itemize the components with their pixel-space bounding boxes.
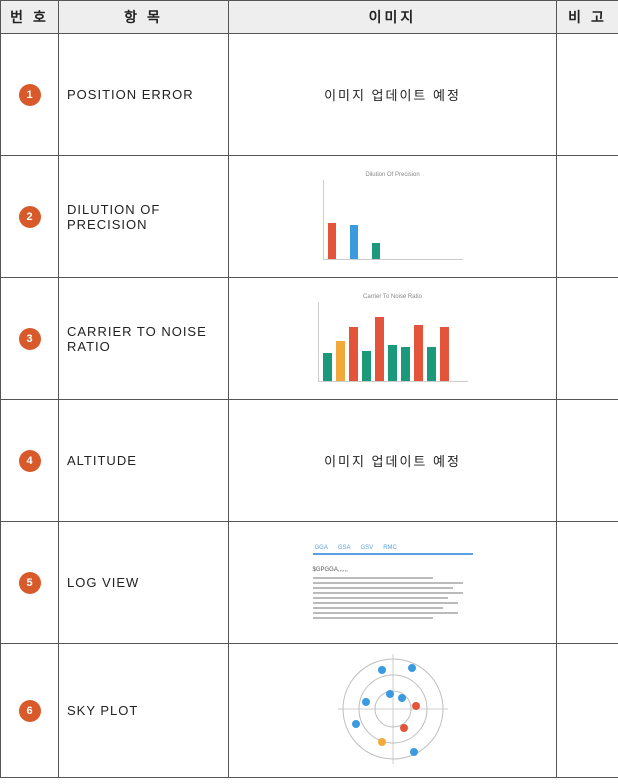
row-number-badge: 5 <box>19 572 41 594</box>
item-cell: POSITION ERROR <box>59 34 229 156</box>
image-cell: GGA GSA GSV RMC $GPGGA,,,,,, <box>229 522 557 644</box>
table-row: 2 DILUTION OF PRECISION Dilution Of Precis… <box>1 156 618 278</box>
image-cell: 이미지 업데이트 예정 <box>229 34 557 156</box>
header-item: 항 목 <box>59 1 229 34</box>
chart-bars <box>323 180 463 260</box>
table-row: 1 POSITION ERROR 이미지 업데이트 예정 <box>1 34 618 156</box>
item-cell: CARRIER TO NOISE RATIO <box>59 278 229 400</box>
num-cell: 5 <box>1 522 59 644</box>
table-header-row: 번 호 항 목 이미지 비 고 <box>1 1 618 34</box>
chart-title: Carrier To Noise Ratio <box>318 294 468 300</box>
log-tab: RMC <box>383 545 397 551</box>
chart-bar <box>401 347 410 381</box>
table-row: 5 LOG VIEW GGA GSA GSV RMC $GPGGA,,,,,, <box>1 522 618 644</box>
header-num: 번 호 <box>1 1 59 34</box>
image-placeholder-text: 이미지 업데이트 예정 <box>324 454 461 469</box>
note-cell <box>557 34 618 156</box>
chart-bar <box>388 345 397 381</box>
row-number-badge: 2 <box>19 206 41 228</box>
log-tab: GSV <box>361 545 374 551</box>
chart-bar <box>414 325 423 381</box>
log-tab: GSA <box>338 545 351 551</box>
num-cell: 6 <box>1 644 59 778</box>
num-cell: 1 <box>1 34 59 156</box>
image-cell: Carrier To Noise Ratio <box>229 278 557 400</box>
log-line <box>313 612 458 614</box>
item-cell: DILUTION OF PRECISION <box>59 156 229 278</box>
note-cell <box>557 400 618 522</box>
bar-chart-thumb: Dilution Of Precision <box>323 172 463 260</box>
chart-bar <box>349 327 358 381</box>
chart-bar <box>362 351 371 381</box>
chart-bar <box>375 317 384 381</box>
chart-bar <box>350 225 358 259</box>
feature-table: 번 호 항 목 이미지 비 고 1 POSITION ERROR 이미지 업데이트 … <box>0 0 618 778</box>
log-line <box>313 577 433 579</box>
sky-plot-thumb <box>334 650 452 768</box>
log-head: $GPGGA,,,,,, <box>313 567 473 573</box>
image-cell: 이미지 업데이트 예정 <box>229 400 557 522</box>
log-line <box>313 602 458 604</box>
log-line <box>313 607 443 609</box>
image-cell: Dilution Of Precision <box>229 156 557 278</box>
num-cell: 3 <box>1 278 59 400</box>
header-img: 이미지 <box>229 1 557 34</box>
chart-bars <box>318 302 468 382</box>
chart-bar <box>427 347 436 381</box>
log-line <box>313 587 453 589</box>
item-cell: SKY PLOT <box>59 644 229 778</box>
chart-title: Dilution Of Precision <box>323 172 463 178</box>
table-row: 3 CARRIER TO NOISE RATIO Carrier To Noise … <box>1 278 618 400</box>
chart-bar <box>323 353 332 381</box>
table-row: 6 SKY PLOT <box>1 644 618 778</box>
bar-chart-thumb: Carrier To Noise Ratio <box>318 294 468 382</box>
chart-bar <box>336 341 345 381</box>
item-cell: ALTITUDE <box>59 400 229 522</box>
log-tabs: GGA GSA GSV RMC <box>313 543 473 555</box>
row-number-badge: 3 <box>19 328 41 350</box>
header-note: 비 고 <box>557 1 618 34</box>
chart-bar <box>440 327 449 381</box>
row-number-badge: 1 <box>19 84 41 106</box>
image-placeholder-text: 이미지 업데이트 예정 <box>324 88 461 103</box>
note-cell <box>557 278 618 400</box>
log-line <box>313 592 463 594</box>
note-cell <box>557 644 618 778</box>
chart-bar <box>328 223 336 259</box>
log-line <box>313 617 433 619</box>
note-cell <box>557 156 618 278</box>
log-line <box>313 582 463 584</box>
log-tab: GGA <box>315 545 328 551</box>
log-view-thumb: GGA GSA GSV RMC $GPGGA,,,,,, <box>313 543 473 622</box>
log-line <box>313 597 448 599</box>
row-number-badge: 6 <box>19 700 41 722</box>
table-row: 4 ALTITUDE 이미지 업데이트 예정 <box>1 400 618 522</box>
num-cell: 2 <box>1 156 59 278</box>
chart-bar <box>372 243 380 259</box>
item-cell: LOG VIEW <box>59 522 229 644</box>
image-cell <box>229 644 557 778</box>
num-cell: 4 <box>1 400 59 522</box>
row-number-badge: 4 <box>19 450 41 472</box>
note-cell <box>557 522 618 644</box>
